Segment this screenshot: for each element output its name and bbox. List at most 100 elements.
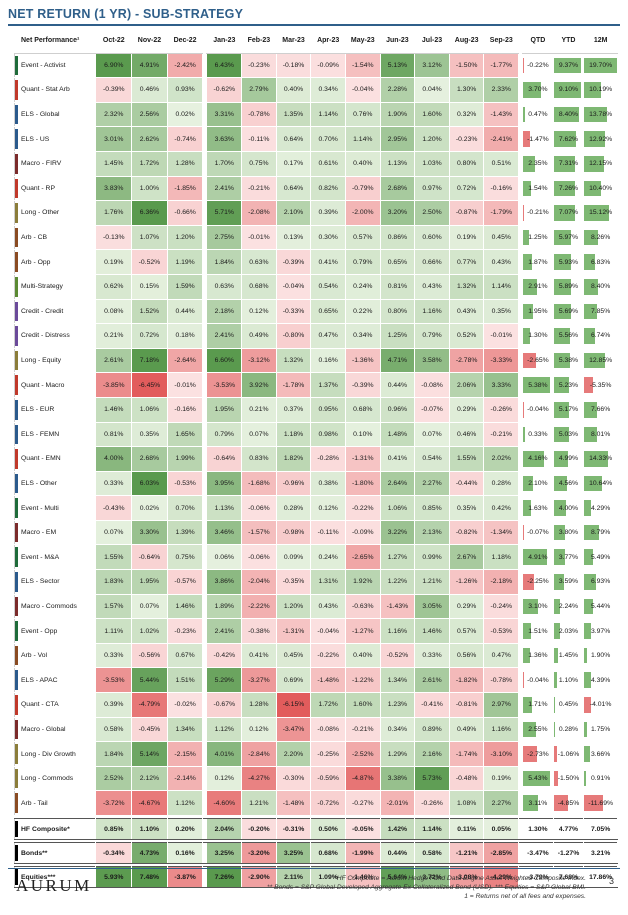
month-value: 1.06% xyxy=(131,396,168,423)
row-gap xyxy=(202,446,207,472)
month-value: 0.40% xyxy=(344,150,381,177)
month-value: -2.22% xyxy=(241,593,277,620)
month-value: 0.46% xyxy=(131,77,168,103)
month-value: -0.39% xyxy=(95,77,133,103)
month-value: 0.07% xyxy=(241,421,277,448)
month-value: 0.24% xyxy=(344,273,381,300)
month-value: 1.60% xyxy=(344,692,381,718)
summary-text: 4.16% xyxy=(528,455,548,463)
summary-value: 1.95% xyxy=(522,298,554,325)
composite-separator xyxy=(14,839,618,843)
month-value: 1.30% xyxy=(448,77,485,103)
summary-value: 5.89% xyxy=(552,273,585,300)
month-value: 1.20% xyxy=(414,126,450,152)
month-value: -0.05% xyxy=(344,818,381,840)
month-value: 2.64% xyxy=(379,470,416,497)
summary-value: 5.43% xyxy=(522,765,554,792)
row-gap xyxy=(518,299,523,324)
month-value: 2.52% xyxy=(95,765,133,792)
summary-bar xyxy=(554,180,576,197)
summary-text: 8.26% xyxy=(590,234,611,242)
summary-text: -1.50% xyxy=(557,775,580,783)
month-value: 2.04% xyxy=(206,818,243,840)
summary-value: 1.54% xyxy=(522,175,554,202)
summary-text: 3.21% xyxy=(590,849,611,857)
summary-bar xyxy=(523,746,537,762)
month-value: 0.58% xyxy=(95,716,133,743)
summary-value: 5.49% xyxy=(583,544,618,571)
month-value: 6.43% xyxy=(206,52,243,79)
month-value: 1.20% xyxy=(275,593,312,620)
month-value: 0.76% xyxy=(344,101,381,128)
summary-bar xyxy=(554,229,572,246)
month-value: -4.79% xyxy=(131,692,168,718)
month-value: -0.16% xyxy=(166,396,204,423)
month-value: 0.52% xyxy=(448,323,485,349)
month-value: -2.64% xyxy=(166,347,204,374)
month-value: 2.33% xyxy=(483,77,520,103)
month-value: 3.72% xyxy=(414,866,450,888)
month-value: 3.95% xyxy=(206,470,243,497)
month-value: -1.68% xyxy=(241,470,277,497)
title-bar: NET RETURN (1 YR) - SUB-STRATEGY xyxy=(8,4,620,26)
summary-value: 3.21% xyxy=(583,842,618,864)
row-gap xyxy=(518,422,523,447)
summary-value: 5.38% xyxy=(522,372,554,398)
summary-bar xyxy=(554,524,565,541)
summary-text: 5.23% xyxy=(558,381,579,389)
summary-bar xyxy=(523,328,530,344)
month-value: -6.45% xyxy=(131,372,168,398)
row-gap xyxy=(202,866,207,888)
month-value: 1.72% xyxy=(131,150,168,177)
summary-value: 5.69% xyxy=(552,298,585,325)
month-value: 2.79% xyxy=(241,77,277,103)
row-gap xyxy=(202,422,207,447)
month-value: -0.87% xyxy=(448,200,485,226)
month-value: 0.79% xyxy=(344,249,381,275)
month-value: 2.61% xyxy=(414,667,450,694)
month-value: -1.21% xyxy=(448,842,485,864)
summary-text: 5.43% xyxy=(528,775,548,783)
month-value: -0.04% xyxy=(344,77,381,103)
header-month: Dec-22 xyxy=(166,28,204,54)
summary-value: 4.99% xyxy=(552,446,585,472)
composite-row: Bonds** -0.34% 4.73% 0.16% 3.25% -3.20% 3.25% 0… xyxy=(13,842,618,864)
summary-value: -11.69% xyxy=(583,790,618,816)
row-name: ELS - APAC xyxy=(13,667,97,694)
row-gap xyxy=(202,667,207,693)
month-value: 0.08% xyxy=(95,298,133,325)
month-value: -0.67% xyxy=(206,692,243,718)
month-value: 0.63% xyxy=(206,273,243,300)
month-value: -0.06% xyxy=(241,495,277,521)
summary-value: -2.73% xyxy=(522,741,554,767)
summary-value: 4.56% xyxy=(552,470,585,497)
month-value: 0.83% xyxy=(241,446,277,472)
summary-bar xyxy=(554,131,577,147)
summary-value: 17.86% xyxy=(583,866,618,888)
month-value: -0.82% xyxy=(448,519,485,546)
summary-value: 1.30% xyxy=(522,323,554,349)
month-value: -2.04% xyxy=(241,569,277,595)
table-row: Long - Div Growth 1.84% 5.14% -2.15% 4.01% -2… xyxy=(13,741,618,767)
month-value: 1.18% xyxy=(483,544,520,571)
row-name: Event - Opp xyxy=(13,618,97,644)
month-value: 1.18% xyxy=(275,421,312,448)
month-value: 1.76% xyxy=(95,200,133,226)
month-value: 1.16% xyxy=(379,618,416,644)
table-row: Event - M&A 1.55% -0.64% 0.75% 0.06% -0.06% 0.… xyxy=(13,544,618,571)
summary-bar xyxy=(584,672,592,689)
month-value: 1.51% xyxy=(166,667,204,694)
row-name: Quant - EMN xyxy=(13,446,97,472)
row-gap xyxy=(518,594,523,619)
summary-bar xyxy=(554,205,575,221)
month-value: 0.41% xyxy=(379,446,416,472)
returns-table: Net Performance¹ Oct-22 Nov-22 Dec-22 Jan-2… xyxy=(13,28,618,888)
month-value: 0.12% xyxy=(310,495,346,521)
month-value: 1.84% xyxy=(206,249,243,275)
summary-value: 2.10% xyxy=(522,470,554,497)
summary-text: 4.77% xyxy=(558,825,579,833)
month-value: -0.21% xyxy=(241,175,277,202)
month-value: 2.11% xyxy=(275,866,312,888)
month-value: 0.54% xyxy=(414,446,450,472)
summary-text: 0.47% xyxy=(528,111,548,119)
